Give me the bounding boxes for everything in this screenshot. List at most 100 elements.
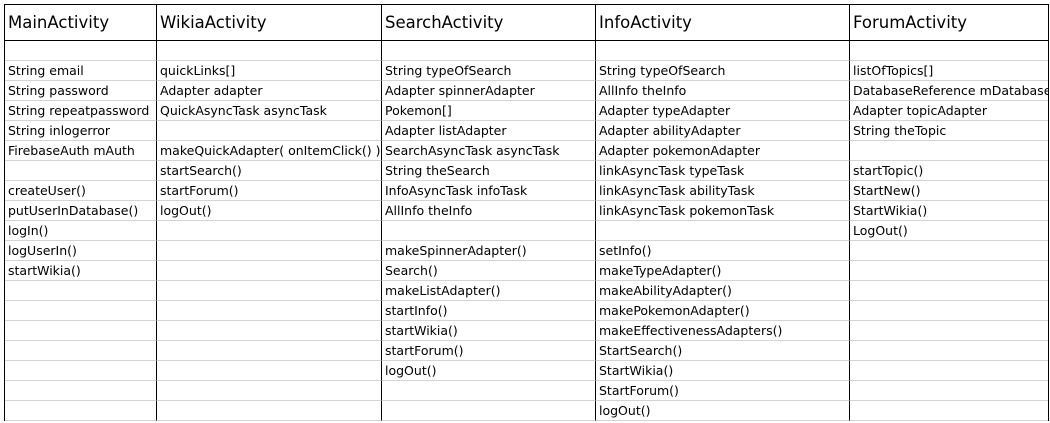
table-cell: makeAbilityAdapter() [596,281,850,301]
table-cell: StartWikia() [596,361,850,381]
table-cell: FirebaseAuth mAuth [5,141,157,161]
table-cell: putUserInDatabase() [5,201,157,221]
spreadsheet: MainActivity WikiaActivity SearchActivity I… [4,4,1049,421]
table-cell: createUser() [5,181,157,201]
table-cell: logUserIn() [5,241,157,261]
table-cell: logOut() [382,361,596,381]
table-cell [850,301,1048,321]
table-cell [157,261,382,281]
table-cell: makeSpinnerAdapter() [382,241,596,261]
table-cell [5,401,157,421]
table-cell: startForum() [157,181,382,201]
table-cell: StartForum() [596,381,850,401]
table-cell [157,41,382,61]
table-cell [5,161,157,181]
table-cell: Adapter topicAdapter [850,101,1048,121]
table-cell: String repeatpassword [5,101,157,121]
table-cell: Search() [382,261,596,281]
table-cell: String email [5,61,157,81]
table-cell: linkAsyncTask abilityTask [596,181,850,201]
table-cell [157,401,382,421]
table-cell: String inlogerror [5,121,157,141]
column-header: InfoActivity [596,5,850,41]
table-cell: startWikia() [382,321,596,341]
table-cell [850,241,1048,261]
column-header: SearchActivity [382,5,596,41]
table-cell [157,321,382,341]
table-cell: String theTopic [850,121,1048,141]
table-cell [382,401,596,421]
table-cell [5,281,157,301]
table-cell: logOut() [157,201,382,221]
table-cell [157,381,382,401]
table-cell [850,381,1048,401]
table-cell [850,361,1048,381]
table-cell [850,321,1048,341]
table-cell [5,341,157,361]
table-cell: Adapter spinnerAdapter [382,81,596,101]
table-cell: makeQuickAdapter( onItemClick() ) [157,141,382,161]
table-cell [850,401,1048,421]
table-cell: logOut() [596,401,850,421]
table-cell: SearchAsyncTask asyncTask [382,141,596,161]
table-cell [157,301,382,321]
table-cell [5,301,157,321]
table-cell [157,221,382,241]
table-cell: AllInfo theInfo [382,201,596,221]
table-cell [850,141,1048,161]
table-cell [157,341,382,361]
table-cell: makePokemonAdapter() [596,301,850,321]
table-cell: QuickAsyncTask asyncTask [157,101,382,121]
table-cell: String password [5,81,157,101]
table-cell: DatabaseReference mDatabase [850,81,1048,101]
table-cell: Adapter typeAdapter [596,101,850,121]
table-cell [5,321,157,341]
table-cell: String theSearch [382,161,596,181]
table-cell [382,381,596,401]
table-cell [157,361,382,381]
table-cell: Adapter pokemonAdapter [596,141,850,161]
table-cell [382,41,596,61]
table-cell [596,41,850,61]
table-cell [850,281,1048,301]
table-cell [5,361,157,381]
table-cell: startSearch() [157,161,382,181]
table-cell: Adapter listAdapter [382,121,596,141]
table-cell: listOfTopics[] [850,61,1048,81]
table-cell [382,221,596,241]
table-cell [157,241,382,261]
table-cell: linkAsyncTask pokemonTask [596,201,850,221]
table-cell: Adapter abilityAdapter [596,121,850,141]
table-cell: startInfo() [382,301,596,321]
table-cell [850,261,1048,281]
table-cell: Adapter adapter [157,81,382,101]
table-cell: quickLinks[] [157,61,382,81]
table-cell [157,121,382,141]
table-cell [850,341,1048,361]
table-cell [596,221,850,241]
table-cell: makeListAdapter() [382,281,596,301]
table-cell: Pokemon[] [382,101,596,121]
table-cell: StartNew() [850,181,1048,201]
table-cell: makeEffectivenessAdapters() [596,321,850,341]
table-cell [157,281,382,301]
table-cell: LogOut() [850,221,1048,241]
table-cell: startTopic() [850,161,1048,181]
table-cell: String typeOfSearch [382,61,596,81]
table-cell: setInfo() [596,241,850,261]
table-cell: StartWikia() [850,201,1048,221]
table-cell: startWikia() [5,261,157,281]
class-overview-table: MainActivity WikiaActivity SearchActivity I… [5,5,1048,421]
table-cell: linkAsyncTask typeTask [596,161,850,181]
table-cell [850,41,1048,61]
table-cell: InfoAsyncTask infoTask [382,181,596,201]
table-cell: StartSearch() [596,341,850,361]
column-header: WikiaActivity [157,5,382,41]
table-cell [5,381,157,401]
table-cell: AllInfo theInfo [596,81,850,101]
table-cell [5,41,157,61]
table-cell: logIn() [5,221,157,241]
column-header: MainActivity [5,5,157,41]
table-cell: startForum() [382,341,596,361]
table-cell: String typeOfSearch [596,61,850,81]
